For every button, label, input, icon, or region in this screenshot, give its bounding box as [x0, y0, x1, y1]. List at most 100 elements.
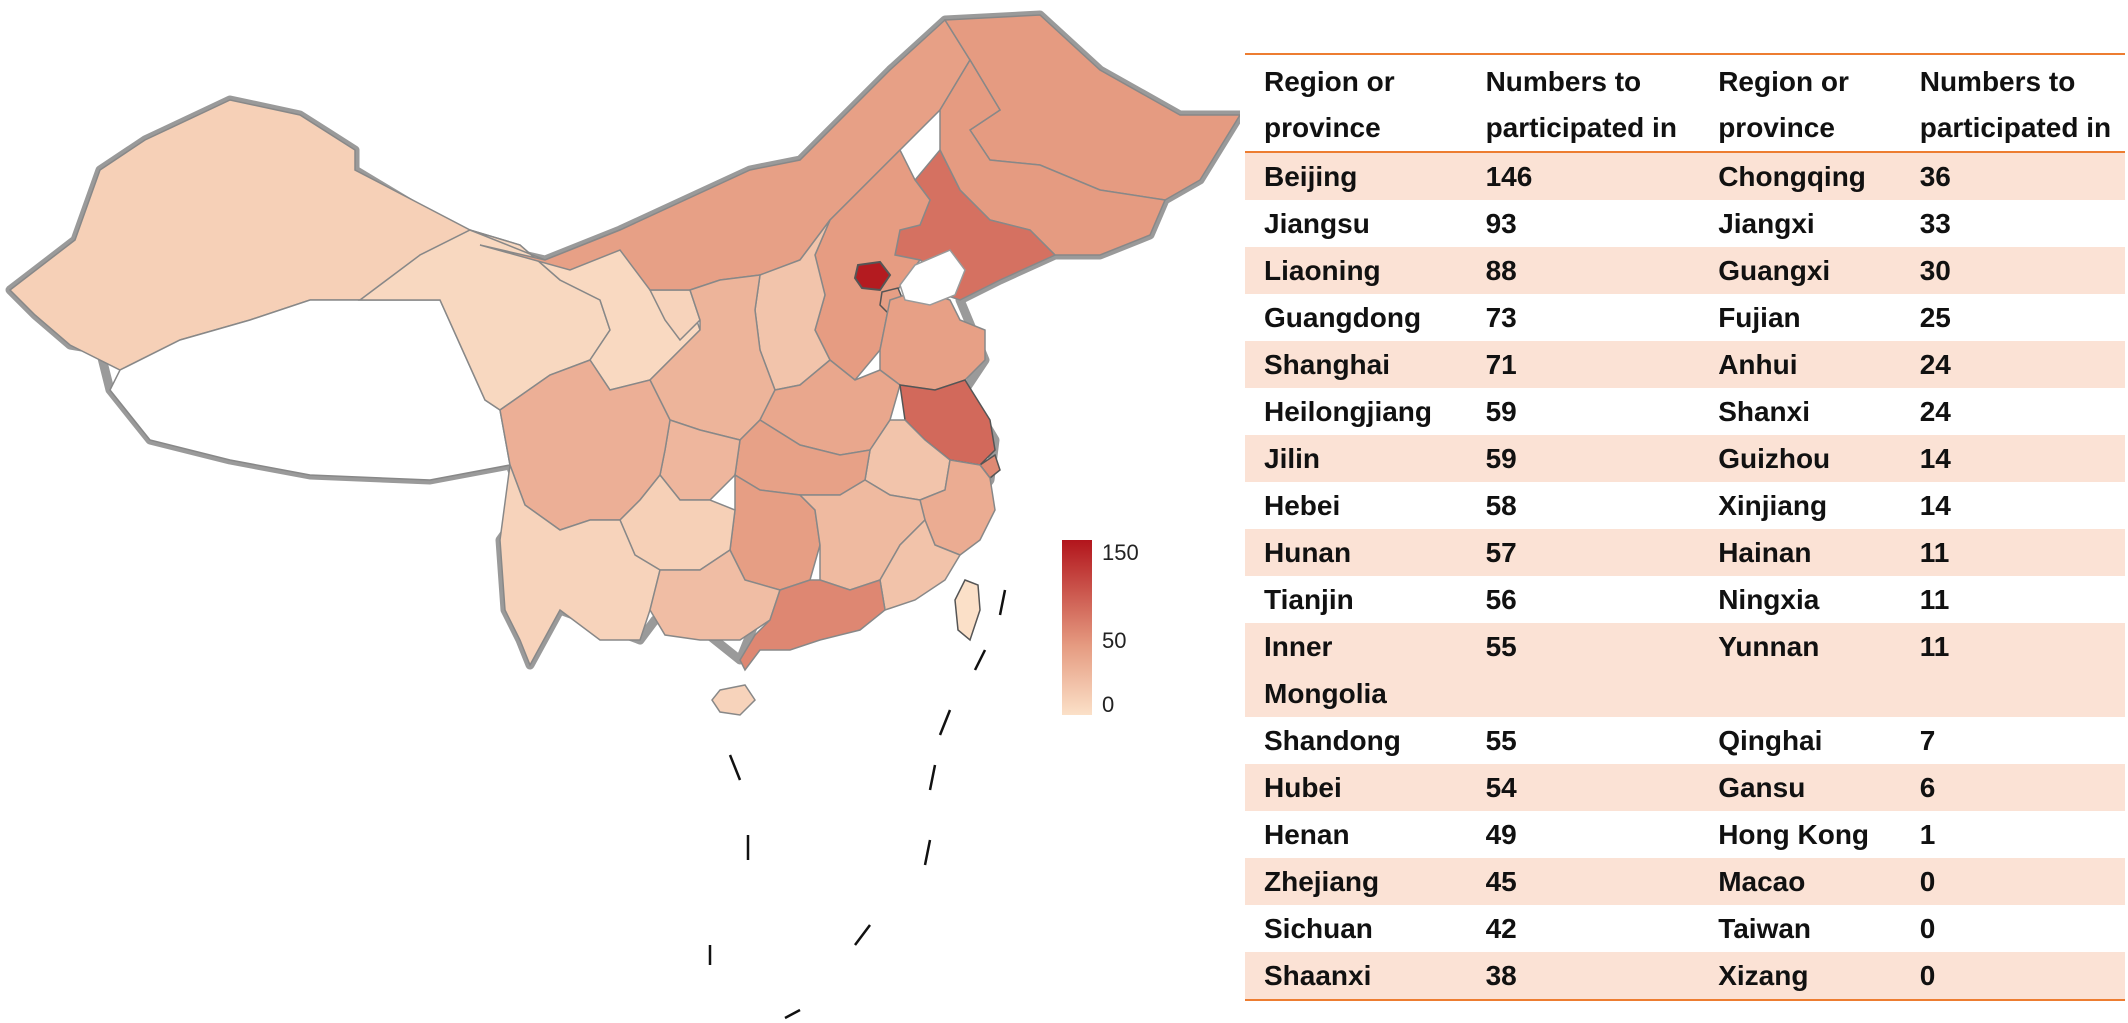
region-cell: Hong Kong [1718, 819, 1870, 850]
legend-color-bar [1062, 540, 1092, 715]
region-cell: Macao [1699, 858, 1901, 905]
region-cell: Xizang [1699, 952, 1901, 1001]
region-cell: Hubei [1245, 764, 1467, 811]
table-row: Shaanxi 38 Xizang 0 [1245, 952, 2125, 1001]
legend-tick-150: 150 [1102, 540, 1139, 565]
table-row: Sichuan 42 Taiwan 0 [1245, 905, 2125, 952]
count-cell: 93 [1485, 208, 1517, 239]
count-cell: 146 [1466, 152, 1700, 200]
count-cell: 11 [1900, 529, 2125, 576]
china-choropleth-map: 150 50 0 [5, 10, 1240, 1020]
region-cell: Anhui [1699, 341, 1901, 388]
count-cell: 71 [1466, 341, 1700, 388]
region-cell: Shanxi [1718, 396, 1810, 427]
count-cell: 24 [1919, 396, 1951, 427]
table-row: Heilongjiang 59 Shanxi 24 [1245, 388, 2125, 435]
region-cell: Jiangxi [1718, 208, 1815, 239]
count-cell: 59 [1466, 435, 1700, 482]
count-cell: 6 [1900, 764, 2125, 811]
table-row: Beijing 146 Chongqing 36 [1245, 152, 2125, 200]
count-cell: 36 [1900, 152, 2125, 200]
count-cell: 1 [1919, 819, 1936, 850]
region-cell: Jilin [1245, 435, 1467, 482]
region-shandong [879, 289, 986, 391]
region-hainan [711, 684, 756, 716]
count-cell: 56 [1485, 584, 1517, 615]
region-cell: Hebei [1264, 490, 1341, 521]
count-cell: 11 [1900, 623, 2125, 717]
region-cell: Beijing [1245, 152, 1467, 200]
count-cell: 0 [1900, 858, 2125, 905]
header-region-2: Region or province [1699, 53, 1901, 153]
region-cell: Chongqing [1699, 152, 1901, 200]
bohai-sea [899, 249, 966, 306]
table-row: Jilin 59 Guizhou 14 [1245, 435, 2125, 482]
south-china-sea-dashes [708, 589, 1007, 1020]
table-header-row: Region or province Numbers to participat… [1245, 53, 2125, 153]
count-cell: 0 [1900, 952, 2125, 1001]
region-cell: Ningxia [1718, 584, 1820, 615]
count-cell: 7 [1919, 725, 1936, 756]
table-row: Hubei 54 Gansu 6 [1245, 764, 2125, 811]
count-cell: 38 [1466, 952, 1700, 1001]
table-row: Tianjin 56 Ningxia 11 [1245, 576, 2125, 623]
region-cell: Guangdong [1264, 302, 1422, 333]
map-svg [5, 10, 1240, 1020]
region-cell: Hainan [1699, 529, 1901, 576]
table-row: Shandong 55 Qinghai 7 [1245, 717, 2125, 764]
header-region-1: Region or province [1245, 53, 1467, 153]
region-cell: Heilongjiang [1264, 396, 1432, 427]
region-guangdong [739, 579, 886, 672]
count-cell: 73 [1485, 302, 1517, 333]
table-row: Liaoning 88 Guangxi 30 [1245, 247, 2125, 294]
table-row: Zhejiang 45 Macao 0 [1245, 858, 2125, 905]
region-cell: Taiwan [1718, 913, 1812, 944]
header-numbers-2: Numbers to participated in [1900, 53, 2125, 153]
region-cell: Shandong [1264, 725, 1401, 756]
count-cell: 45 [1466, 858, 1700, 905]
count-cell: 14 [1919, 490, 1951, 521]
region-cell: Inner Mongolia [1245, 623, 1467, 717]
region-cell: Hunan [1245, 529, 1467, 576]
region-cell: Shanghai [1245, 341, 1467, 388]
count-cell: 58 [1485, 490, 1517, 521]
region-cell: Henan [1264, 819, 1350, 850]
table-row: Henan 49 Hong Kong 1 [1245, 811, 2125, 858]
region-cell: Fujian [1718, 302, 1801, 333]
count-cell: 11 [1919, 584, 1950, 615]
region-cell: Sichuan [1264, 913, 1373, 944]
region-cell: Jiangsu [1264, 208, 1370, 239]
table-row: Inner Mongolia 55 Yunnan 11 [1245, 623, 2125, 717]
region-cell: Qinghai [1718, 725, 1823, 756]
count-cell: 24 [1900, 341, 2125, 388]
region-cell: Xinjiang [1718, 490, 1828, 521]
legend-tick-50: 50 [1102, 628, 1127, 653]
count-cell: 88 [1466, 247, 1700, 294]
count-cell: 33 [1919, 208, 1951, 239]
table-row: Hebei 58 Xinjiang 14 [1245, 482, 2125, 529]
table-row: Shanghai 71 Anhui 24 [1245, 341, 2125, 388]
count-cell: 49 [1485, 819, 1517, 850]
count-cell: 55 [1466, 623, 1700, 717]
count-cell: 30 [1900, 247, 2125, 294]
region-fujian [879, 518, 962, 611]
participation-table: Region or province Numbers to participat… [1245, 53, 2125, 1001]
count-cell: 57 [1466, 529, 1700, 576]
region-cell: Zhejiang [1245, 858, 1467, 905]
region-taiwan [954, 579, 981, 642]
participation-table-container: Region or province Numbers to participat… [1245, 53, 2125, 1001]
table-row: Jiangsu 93 Jiangxi 33 [1245, 200, 2125, 247]
count-cell: 59 [1485, 396, 1517, 427]
count-cell: 42 [1485, 913, 1517, 944]
region-cell: Shaanxi [1245, 952, 1467, 1001]
table-body: Beijing 146 Chongqing 36 Jiangsu 93 Jiangxi 33 L… [1245, 152, 2125, 1001]
table-row: Guangdong 73 Fujian 25 [1245, 294, 2125, 341]
region-cell: Gansu [1699, 764, 1901, 811]
region-cell: Liaoning [1245, 247, 1467, 294]
count-cell: 55 [1485, 725, 1517, 756]
count-cell: 54 [1466, 764, 1700, 811]
count-cell: 14 [1900, 435, 2125, 482]
region-cell: Guangxi [1699, 247, 1901, 294]
region-cell: Tianjin [1264, 584, 1354, 615]
region-beijing [853, 260, 892, 292]
